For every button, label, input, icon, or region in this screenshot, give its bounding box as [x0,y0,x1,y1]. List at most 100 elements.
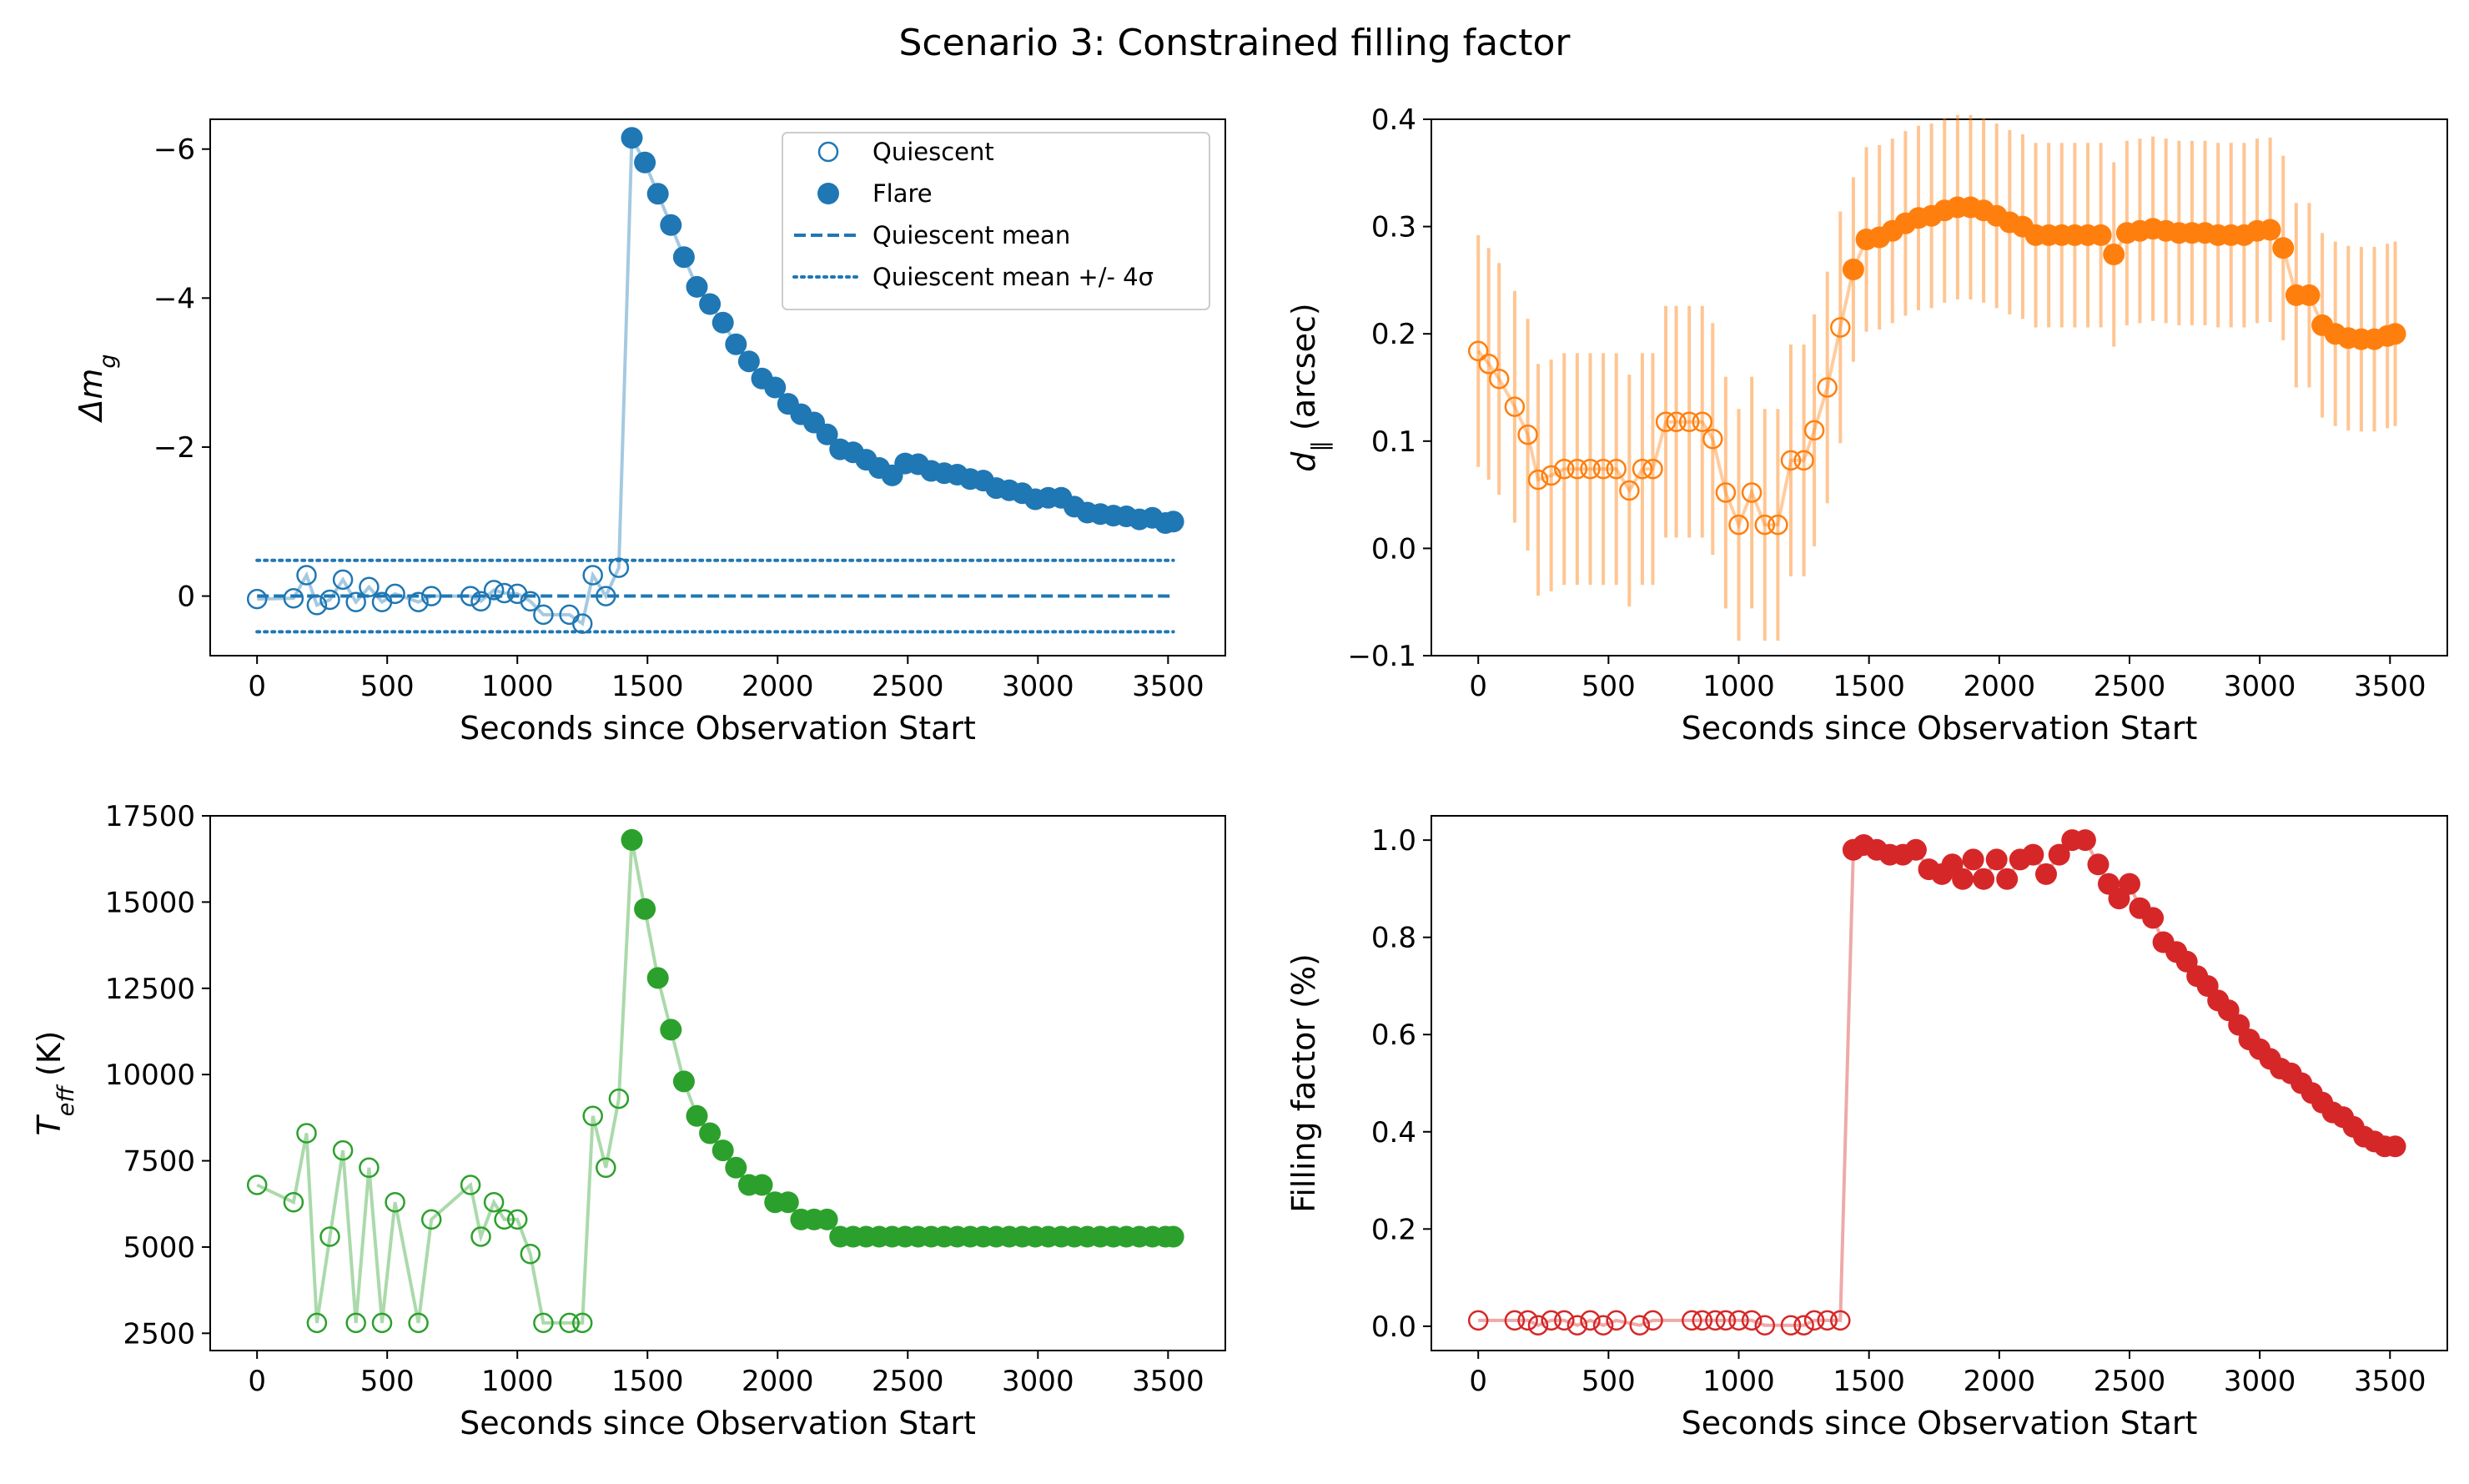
quiescent-point [571,1312,593,1334]
flare-point [764,376,787,399]
quiescent-point [1554,1310,1575,1331]
flare-point [2272,237,2295,259]
x-tick-label: 0 [1469,1365,1487,1398]
y-tick-label: 15000 [105,886,195,919]
x-tick-label: 3500 [1132,670,1204,703]
quiescent-point [1566,458,1588,480]
x-tick-label: 1000 [481,1365,554,1398]
quiescent-point [1488,368,1510,390]
quiescent-point [359,1157,380,1179]
quiescent-point [420,1209,442,1230]
quiescent-point [596,586,616,606]
quiescent-point [533,604,554,626]
flare-point [1962,848,1984,871]
flare-point [816,423,838,445]
flare-point [646,183,669,205]
flare-point [2103,244,2125,265]
flare-point [621,828,643,851]
quiescent-point [332,1139,354,1161]
legend-label: Quiescent mean +/- 4σ [872,263,1154,291]
flare-point [1904,838,1927,861]
flare-point [699,1122,722,1144]
quiescent-point [306,595,328,616]
quiescent-point [1527,469,1549,490]
quiescent-point [460,1175,481,1195]
x-tick-label: 2500 [872,1365,944,1398]
y-axis-label-subscript: ∥ [1308,440,1334,452]
quiescent-point [1592,1315,1614,1336]
flare-point [699,293,722,315]
x-tick-label: 0 [1469,670,1487,703]
quiescent-point [506,1209,528,1230]
y-axis-label-main: Δm [73,369,109,424]
x-tick-label: 1000 [481,670,554,703]
flare-point [777,1191,799,1214]
flare-point [2384,323,2406,345]
quiescent-point [1642,458,1663,480]
quiescent-point [483,1191,505,1213]
quiescent-point [494,582,515,604]
quiescent-point [559,1312,580,1334]
x-tick-label: 2000 [1964,1365,2036,1398]
quiescent-point [483,580,505,601]
flare-point [1162,1225,1184,1248]
quiescent-point [1817,1310,1838,1331]
x-tick-label: 500 [1581,1365,1636,1398]
y-tick-label: 0.3 [1371,211,1416,244]
legend-label: Flare [872,179,933,208]
flare-point [816,1208,838,1230]
x-tick-label: 1500 [1833,1365,1905,1398]
quiescent-point [1467,1310,1489,1331]
quiescent-point [1692,1310,1713,1331]
quiescent-point [582,1105,603,1127]
quiescent-point [345,1312,366,1334]
quiescent-point [1754,514,1776,536]
y-axis-label-main: d [1285,451,1322,472]
flare-point [621,127,643,149]
y-axis-label: d∥ (arcsec) [1285,303,1334,471]
x-tick-label: 3000 [2224,1365,2296,1398]
quiescent-point [1467,340,1489,362]
axes-frame [1431,118,2448,656]
series-connector-line [256,839,1174,1325]
x-tick-label: 2000 [1964,670,2036,703]
panel-bottom-left: 0 500 1000 1500 2000 2500 3000 3500 2500 5000 7500… [31,800,1226,1441]
legend-box [782,132,1210,310]
quiescent-point [420,586,442,606]
x-tick-label: 3000 [1002,670,1074,703]
quiescent-point [1554,458,1575,480]
x-tick-label: 2500 [872,670,944,703]
flare-point [2384,1135,2406,1158]
quiescent-point [470,591,491,612]
x-tick-label: 1000 [1702,1365,1775,1398]
y-tick-label: −0.1 [1347,640,1416,673]
quiescent-point [1632,458,1653,480]
quiescent-point [460,586,481,606]
quiescent-point [1504,396,1526,417]
y-axis-label-subscript: eff [53,1084,79,1117]
y-tick-label: 0.4 [1371,1116,1416,1149]
quiescent-point [1580,1310,1601,1331]
y-tick-label: 5000 [123,1231,195,1265]
quiescent-point [1517,424,1538,445]
flare-point [2119,873,2140,895]
x-tick-label: 2000 [742,1365,814,1398]
y-tick-label: 0.1 [1371,425,1416,459]
panel-top-right: 0 500 1000 1500 2000 2500 3000 3500 −0.1 0.0 0.1 0.… [1285,103,2448,747]
y-tick-label: 2500 [123,1317,195,1351]
panel-top-left: 0 500 1000 1500 2000 2500 3000 3500 0 −2 −4 −6 Secon… [73,118,1226,747]
quiescent-point [1541,465,1561,486]
quiescent-point [1678,411,1700,432]
quiescent-point [1592,458,1614,480]
quiescent-point [1619,480,1640,501]
quiescent-point [1478,353,1499,375]
flare-point [1842,259,1864,280]
quiescent-point [1793,1315,1814,1336]
quiescent-point [283,1191,304,1213]
quiescent-point [1692,411,1713,432]
y-tick-label: 1.0 [1371,824,1416,858]
flare-point [2089,224,2112,246]
quiescent-point [1715,482,1737,503]
quiescent-point [1768,514,1788,536]
quiescent-point [1830,1310,1851,1331]
